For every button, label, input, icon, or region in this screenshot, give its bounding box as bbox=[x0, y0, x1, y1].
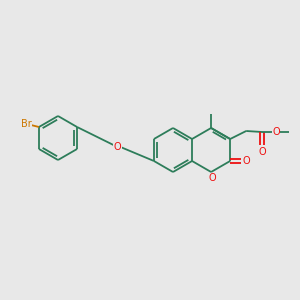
Text: O: O bbox=[114, 142, 121, 152]
Text: O: O bbox=[258, 147, 266, 157]
Text: O: O bbox=[242, 156, 250, 166]
Text: Br: Br bbox=[21, 119, 31, 129]
Text: O: O bbox=[208, 173, 216, 183]
Text: O: O bbox=[272, 127, 280, 137]
